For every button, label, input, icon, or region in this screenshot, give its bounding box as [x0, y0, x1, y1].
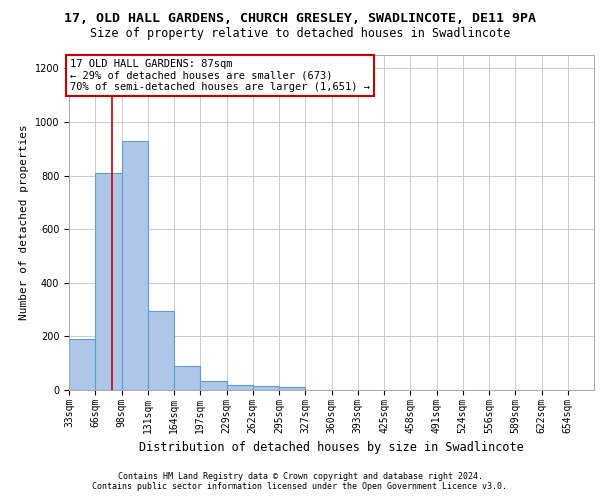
Bar [200, 380, 227, 390]
Bar [121, 141, 148, 390]
Bar [227, 384, 253, 390]
Bar [279, 388, 305, 390]
Bar [148, 311, 174, 390]
Bar [69, 339, 95, 390]
Bar [95, 173, 121, 390]
X-axis label: Distribution of detached houses by size in Swadlincote: Distribution of detached houses by size … [139, 441, 524, 454]
Text: Contains HM Land Registry data © Crown copyright and database right 2024.: Contains HM Land Registry data © Crown c… [118, 472, 482, 481]
Text: Size of property relative to detached houses in Swadlincote: Size of property relative to detached ho… [90, 28, 510, 40]
Bar [174, 366, 200, 390]
Y-axis label: Number of detached properties: Number of detached properties [19, 124, 29, 320]
Text: 17 OLD HALL GARDENS: 87sqm
← 29% of detached houses are smaller (673)
70% of sem: 17 OLD HALL GARDENS: 87sqm ← 29% of deta… [70, 59, 370, 92]
Bar [253, 386, 279, 390]
Text: 17, OLD HALL GARDENS, CHURCH GRESLEY, SWADLINCOTE, DE11 9PA: 17, OLD HALL GARDENS, CHURCH GRESLEY, SW… [64, 12, 536, 26]
Text: Contains public sector information licensed under the Open Government Licence v3: Contains public sector information licen… [92, 482, 508, 491]
